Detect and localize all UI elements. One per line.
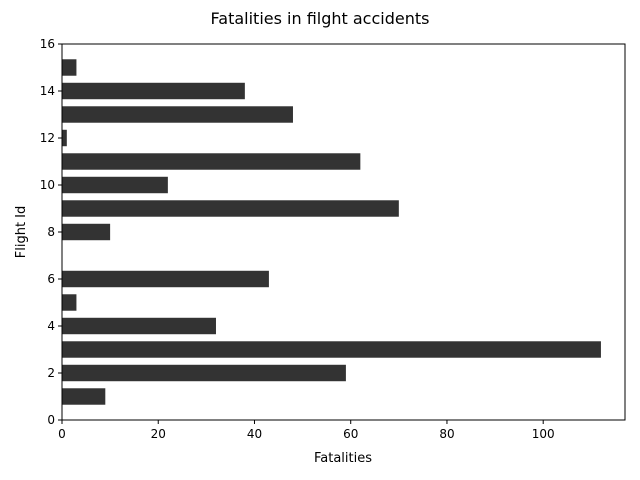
y-tick-label: 10 <box>40 178 55 192</box>
bar-flight-12 <box>62 129 67 147</box>
bar-flight-6 <box>62 270 269 288</box>
y-tick-label: 2 <box>47 366 55 380</box>
y-tick-label: 6 <box>47 272 55 286</box>
y-tick-label: 16 <box>40 37 55 51</box>
x-tick-label: 100 <box>532 427 555 441</box>
x-axis-label: Fatalities <box>314 451 372 466</box>
y-tick-label: 14 <box>40 84 55 98</box>
bar-flight-3 <box>62 341 601 358</box>
x-tick-label: 80 <box>439 427 454 441</box>
bars-group <box>62 59 601 405</box>
x-tick-label: 0 <box>58 427 66 441</box>
bar-flight-9 <box>62 200 399 217</box>
y-tick-label: 8 <box>47 225 55 239</box>
plot-frame <box>61 43 626 421</box>
y-tick-label: 4 <box>47 319 55 333</box>
y-ticks-group: 0 2 4 6 8 10 12 14 16 <box>40 37 62 427</box>
bar-flight-5 <box>62 294 77 311</box>
bar-flight-13 <box>62 106 293 123</box>
bar-flight-2 <box>62 364 346 382</box>
bar-flight-11 <box>62 153 361 170</box>
y-tick-label: 0 <box>47 413 55 427</box>
bar-flight-1 <box>62 388 106 405</box>
chart-title: Fatalities in filght accidents <box>211 9 430 28</box>
x-tick-label: 60 <box>343 427 358 441</box>
bar-flight-10 <box>62 176 168 194</box>
x-tick-label: 20 <box>151 427 166 441</box>
y-tick-label: 12 <box>40 131 55 145</box>
x-ticks-group: 0 20 40 60 80 100 <box>58 420 555 441</box>
bar-flight-15 <box>62 59 77 76</box>
bar-flight-14 <box>62 82 245 100</box>
bar-flight-4 <box>62 317 216 335</box>
x-tick-label: 40 <box>247 427 262 441</box>
bar-flight-8 <box>62 223 111 241</box>
y-axis-label: Flight Id <box>14 206 29 259</box>
